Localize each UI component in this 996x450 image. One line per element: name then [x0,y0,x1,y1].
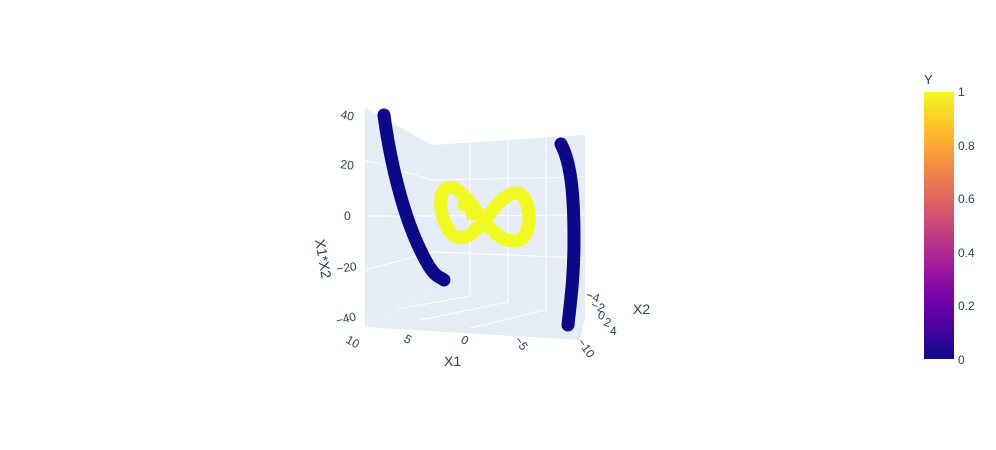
y-tick-label: −2 [589,298,607,316]
y-tick-label: −4 [584,288,602,306]
colorbar-gradient [924,92,954,359]
colorbar-tick: 1 [958,85,965,99]
x-axis-title: X1 [444,353,461,369]
z-tick-label: 20 [340,157,355,173]
series-class0-right-arc [554,137,581,332]
x-tick-label: 5 [402,331,415,347]
colorbar-tick: 0.2 [958,299,975,313]
data-point [469,221,483,235]
colorbar-title: Y [924,72,933,87]
floor-pane [365,290,585,340]
z-tick-label: 0 [344,209,351,223]
colorbar-tick: 0 [958,353,965,367]
colorbar: Y 1 0.8 0.6 0.4 0.2 0 [924,72,975,367]
y-axis: −4 −2 0 2 4 X2 [584,288,650,338]
x-tick-label: 0 [459,332,472,348]
y-tick-label: 0 [596,308,607,324]
z-tick-label: −40 [334,309,357,328]
colorbar-tick: 0.4 [958,246,975,260]
y-axis-title: X2 [633,301,650,317]
z-axis-title: X1*X2 [312,238,335,280]
data-point [457,198,471,212]
z-axis: 40 20 0 −20 −40 X1*X2 [312,107,358,328]
data-point [465,207,479,221]
y-tick-label: 4 [610,324,617,338]
series-class0-left-arc [377,108,451,287]
scene[interactable] [364,108,586,340]
colorbar-tick: 0.8 [958,139,975,153]
z-tick-label: 40 [339,107,355,124]
data-marks [377,108,581,332]
colorbar-tick: 0.6 [958,192,975,206]
series-class1-figure-eight [434,181,536,248]
y-tick-label: 2 [602,315,613,331]
x-tick-label: 10 [344,332,363,351]
z-tick-label: −20 [335,259,357,276]
back-wall-pane [365,108,432,327]
